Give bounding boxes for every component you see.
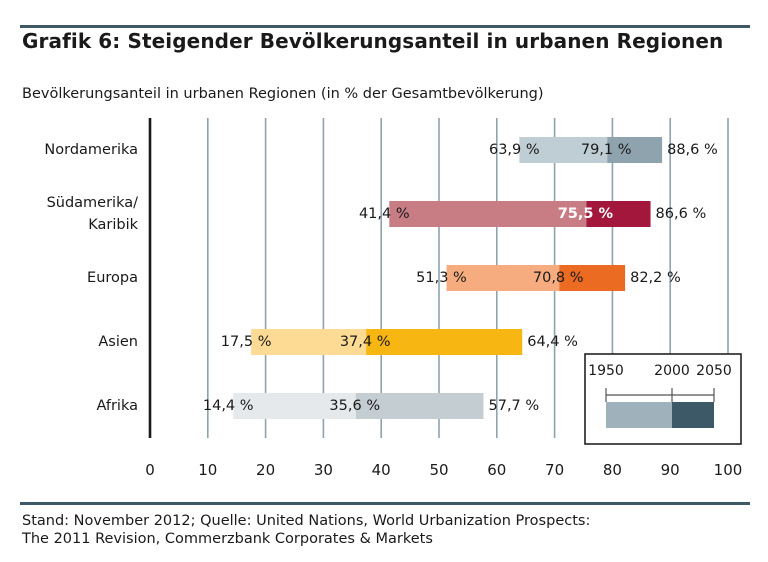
value-label-2000: 79,1 % — [581, 142, 632, 158]
bar-1950-2000 — [233, 393, 356, 419]
legend-swatch-2000-2050 — [672, 402, 714, 428]
chart-title: Grafik 6: Steigender Bevölkerungsanteil … — [22, 29, 724, 53]
x-tick-label: 40 — [372, 461, 391, 479]
value-label-1950: 17,5 % — [221, 334, 272, 350]
bottom-rule — [20, 502, 750, 505]
value-label-2050: 88,6 % — [667, 142, 718, 158]
value-label-2050: 57,7 % — [489, 398, 540, 414]
legend-swatch-1950-2000 — [606, 402, 672, 428]
category-label: Europa — [87, 270, 138, 286]
value-label-2000: 37,4 % — [340, 334, 391, 350]
value-label-2050: 64,4 % — [527, 334, 578, 350]
bar-1950-2000 — [389, 201, 587, 227]
x-tick-label: 90 — [661, 461, 680, 479]
x-tick-label: 30 — [314, 461, 333, 479]
value-label-2000: 75,5 % — [558, 206, 614, 222]
legend-box — [584, 353, 742, 445]
bar-2000-2050 — [586, 201, 651, 227]
x-tick-label: 50 — [429, 461, 448, 479]
category-label: Afrika — [96, 398, 138, 414]
x-tick-label: 60 — [487, 461, 506, 479]
top-rule — [20, 25, 750, 28]
chart-subtitle: Bevölkerungsanteil in urbanen Regionen (… — [22, 86, 544, 102]
footer-line-2: The 2011 Revision, Commerzbank Corporate… — [22, 531, 433, 547]
bar-1950-2000 — [251, 329, 367, 355]
bar-1950-2000 — [519, 137, 608, 163]
bar-2000-2050 — [559, 265, 626, 291]
x-tick-label: 100 — [714, 461, 743, 479]
x-tick-label: 10 — [198, 461, 217, 479]
value-label-2000: 35,6 % — [329, 398, 380, 414]
value-label-1950: 51,3 % — [416, 270, 467, 286]
x-tick-label: 0 — [145, 461, 155, 479]
category-label: Südamerika/ — [47, 195, 139, 211]
bar-2000-2050 — [366, 329, 523, 355]
bar-2000-2050 — [355, 393, 484, 419]
legend-label: 2000 — [654, 363, 690, 379]
value-label-2050: 82,2 % — [630, 270, 681, 286]
footer-line-1: Stand: November 2012; Quelle: United Nat… — [22, 513, 591, 529]
bar-1950-2000 — [446, 265, 560, 291]
value-label-1950: 41,4 % — [359, 206, 410, 222]
bar-2000-2050 — [607, 137, 663, 163]
urbanization-chart: Nordamerika 63,9 % 79,1 % 88,6 % Südamerika/… — [44, 118, 743, 479]
x-tick-label: 80 — [603, 461, 622, 479]
value-label-1950: 63,9 % — [489, 142, 540, 158]
value-label-2000: 70,8 % — [533, 270, 584, 286]
value-label-1950: 14,4 % — [203, 398, 254, 414]
category-label: Asien — [98, 334, 138, 350]
category-label: Nordamerika — [44, 142, 138, 158]
source-footer: Stand: November 2012; Quelle: United Nat… — [22, 512, 590, 548]
legend-label: 2050 — [696, 363, 732, 379]
value-label-2050: 86,6 % — [656, 206, 707, 222]
x-tick-label: 70 — [545, 461, 564, 479]
x-tick-label: 20 — [256, 461, 275, 479]
legend-label: 1950 — [588, 363, 624, 379]
category-label: Karibik — [88, 217, 138, 233]
